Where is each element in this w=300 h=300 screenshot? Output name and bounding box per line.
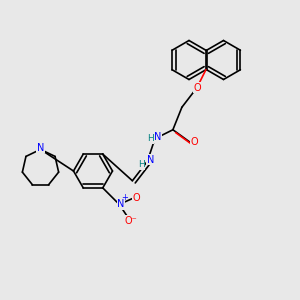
Text: N: N (37, 143, 44, 153)
Text: H: H (138, 160, 145, 169)
Text: +: + (121, 193, 128, 202)
Text: O: O (190, 137, 198, 147)
Text: N: N (147, 155, 154, 165)
Text: O: O (193, 83, 201, 93)
Text: H: H (147, 134, 154, 143)
Text: O⁻: O⁻ (125, 216, 138, 226)
Text: O: O (133, 194, 140, 203)
Text: N: N (154, 132, 162, 142)
Text: N: N (117, 200, 124, 209)
